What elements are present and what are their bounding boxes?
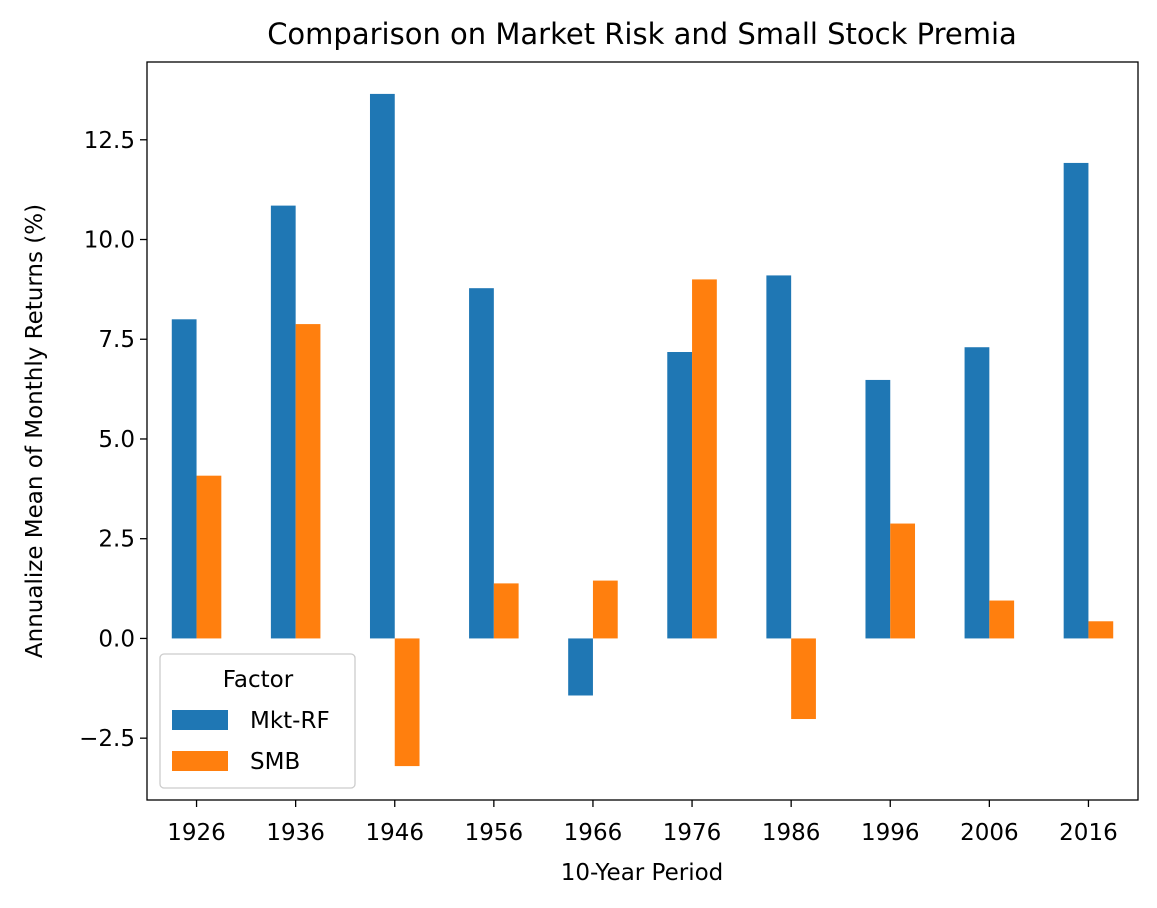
x-tick-label: 1976	[663, 820, 722, 846]
x-tick-label: 1946	[365, 820, 424, 846]
x-axis: 1926 1936 1946 1956 1966 1976 1986 1996 2006 2016	[167, 800, 1118, 846]
legend-label-smb: SMB	[250, 749, 300, 775]
x-tick-label: 1936	[266, 820, 325, 846]
y-axis: −2.5 0.0 2.5 5.0 7.5 10.0 12.5	[79, 128, 147, 752]
bar-mkt-rf-2016	[1063, 162, 1089, 639]
bar-smb-1936	[295, 324, 321, 639]
bar-mkt-rf-2006	[964, 347, 990, 639]
y-tick-label: 12.5	[84, 128, 135, 154]
bar-mkt-rf-1956	[469, 288, 494, 639]
bar-smb-1926	[196, 475, 222, 639]
bar-mkt-rf-1996	[865, 379, 891, 639]
legend-swatch-smb	[172, 751, 228, 771]
y-tick-label: −2.5	[79, 726, 135, 752]
x-tick-label: 1966	[564, 820, 623, 846]
x-tick-label: 2006	[960, 820, 1019, 846]
bar-smb-1976	[692, 279, 717, 639]
bar-mkt-rf-1966	[568, 638, 593, 696]
bar-mkt-rf-1946	[369, 93, 395, 639]
legend-title: Factor	[223, 667, 294, 693]
x-tick-label: 2016	[1059, 820, 1118, 846]
bar-smb-1966	[592, 580, 618, 639]
x-tick-label: 1996	[861, 820, 920, 846]
bars-group	[171, 93, 1114, 767]
plot-area-frame	[146, 61, 1139, 801]
x-tick-label: 1926	[167, 820, 226, 846]
bar-smb-1946	[394, 638, 420, 767]
y-tick-label: 10.0	[84, 228, 135, 254]
y-tick-label: 7.5	[98, 327, 135, 353]
bar-mkt-rf-1926	[171, 319, 197, 639]
bar-mkt-rf-1986	[766, 275, 792, 639]
y-tick-label: 2.5	[98, 527, 135, 553]
x-axis-label: 10-Year Period	[561, 860, 724, 886]
bar-smb-2016	[1088, 621, 1114, 639]
y-tick-label: 5.0	[98, 427, 135, 453]
legend-swatch-mkt-rf	[172, 710, 228, 730]
bar-smb-1956	[493, 583, 519, 639]
y-axis-label: Annualize Mean of Monthly Returns (%)	[22, 204, 48, 658]
legend: Factor Mkt-RF SMB	[159, 653, 356, 789]
x-tick-label: 1956	[465, 820, 524, 846]
bar-smb-1996	[890, 523, 916, 639]
y-tick-label: 0.0	[98, 626, 135, 652]
legend-label-mkt-rf: Mkt-RF	[250, 708, 330, 734]
bar-mkt-rf-1976	[667, 352, 693, 639]
bar-smb-1986	[791, 638, 816, 720]
bar-mkt-rf-1936	[270, 205, 296, 639]
chart-title: Comparison on Market Risk and Small Stoc…	[267, 17, 1017, 51]
bar-smb-2006	[989, 600, 1015, 639]
x-tick-label: 1986	[762, 820, 821, 846]
